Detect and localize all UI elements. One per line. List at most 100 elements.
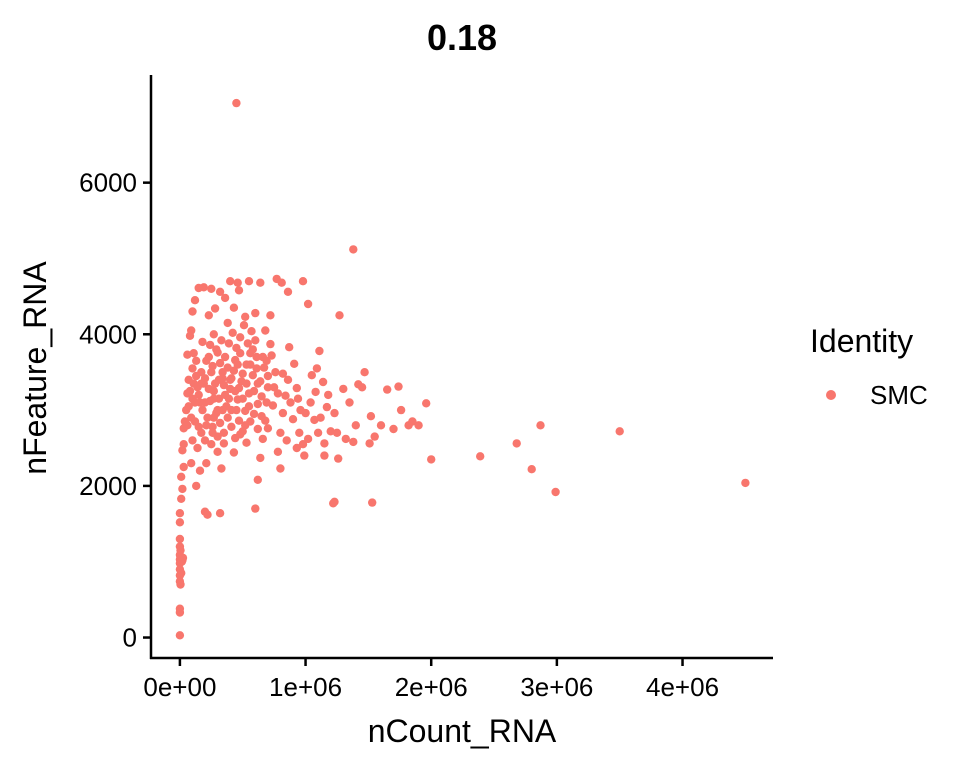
data-point	[231, 386, 240, 396]
data-point	[241, 421, 250, 430]
data-point	[195, 466, 205, 475]
data-point	[349, 245, 358, 254]
data-point	[217, 336, 226, 345]
data-point	[300, 451, 309, 460]
data-point	[204, 311, 213, 320]
data-point	[219, 380, 229, 390]
data-point	[229, 303, 239, 312]
data-point	[207, 440, 216, 449]
data-point	[298, 277, 308, 286]
data-point	[389, 424, 398, 434]
data-point	[262, 398, 271, 407]
data-point	[187, 413, 196, 422]
data-point	[194, 390, 203, 400]
data-point	[512, 439, 521, 448]
data-point	[253, 379, 262, 388]
data-point	[326, 427, 335, 436]
data-point	[263, 424, 273, 433]
data-point	[202, 421, 211, 430]
data-point	[251, 336, 260, 345]
data-point	[253, 399, 262, 409]
data-point	[383, 385, 392, 394]
data-point	[366, 412, 376, 421]
data-point	[334, 454, 343, 463]
data-point	[238, 369, 247, 378]
x-tick-label: 1e+06	[269, 672, 342, 702]
data-point	[208, 422, 217, 431]
data-point	[178, 484, 187, 494]
data-point	[536, 421, 545, 430]
data-point	[188, 436, 197, 445]
data-point	[292, 383, 301, 393]
data-point	[208, 361, 217, 371]
data-point	[365, 439, 374, 448]
data-point	[195, 398, 205, 407]
data-point	[213, 405, 222, 415]
data-point	[253, 424, 262, 434]
x-tick-label: 2e+06	[395, 672, 468, 702]
data-point	[207, 284, 216, 293]
data-point	[262, 356, 271, 365]
data-point	[324, 390, 333, 400]
data-point	[192, 356, 201, 365]
data-point	[203, 510, 212, 519]
data-point	[210, 304, 220, 313]
data-point	[223, 413, 232, 422]
data-point	[283, 287, 293, 296]
data-point	[242, 438, 251, 447]
data-point	[311, 387, 320, 397]
data-point	[224, 394, 234, 403]
data-point	[229, 448, 239, 457]
x-tick-label: 0e+00	[143, 672, 216, 702]
data-point	[209, 413, 218, 422]
data-point	[219, 428, 229, 437]
data-point	[282, 436, 291, 445]
data-point	[268, 401, 278, 410]
data-point	[198, 405, 207, 415]
data-point	[248, 371, 257, 380]
data-point	[241, 312, 250, 321]
data-point	[220, 352, 230, 362]
data-point	[238, 394, 247, 403]
data-point	[244, 277, 254, 286]
data-point	[256, 278, 265, 287]
data-point	[303, 299, 313, 309]
data-point	[253, 475, 262, 484]
data-point	[189, 379, 198, 388]
data-point	[209, 386, 218, 396]
data-point	[306, 398, 315, 407]
y-tick-label: 0	[123, 623, 137, 653]
data-point	[422, 399, 431, 408]
data-point	[184, 402, 193, 411]
data-point	[227, 405, 236, 415]
legend: Identity SMC	[810, 323, 928, 410]
data-point	[236, 349, 245, 358]
data-point	[267, 351, 276, 360]
data-point	[198, 337, 207, 347]
data-point	[261, 326, 270, 335]
data-point	[259, 363, 269, 372]
data-point	[251, 504, 260, 513]
data-point	[188, 394, 197, 403]
data-point	[295, 428, 304, 437]
data-point	[202, 459, 211, 468]
data-point	[292, 443, 301, 453]
data-point	[370, 432, 379, 441]
data-point	[376, 421, 386, 430]
data-point	[199, 379, 208, 388]
legend-label-smc: SMC	[870, 380, 928, 410]
data-point	[332, 428, 342, 437]
data-point	[185, 386, 195, 396]
data-point	[187, 459, 196, 468]
x-ticks: 0e+00 1e+06 2e+06 3e+06 4e+06	[143, 658, 719, 702]
data-point	[188, 307, 197, 316]
y-tick-label: 2000	[79, 471, 137, 501]
points-layer	[175, 98, 750, 640]
data-point	[368, 498, 377, 507]
data-point	[247, 327, 256, 336]
legend-swatch-smc	[826, 390, 836, 400]
data-point	[273, 447, 283, 456]
data-point	[215, 287, 225, 296]
data-point	[272, 274, 281, 284]
